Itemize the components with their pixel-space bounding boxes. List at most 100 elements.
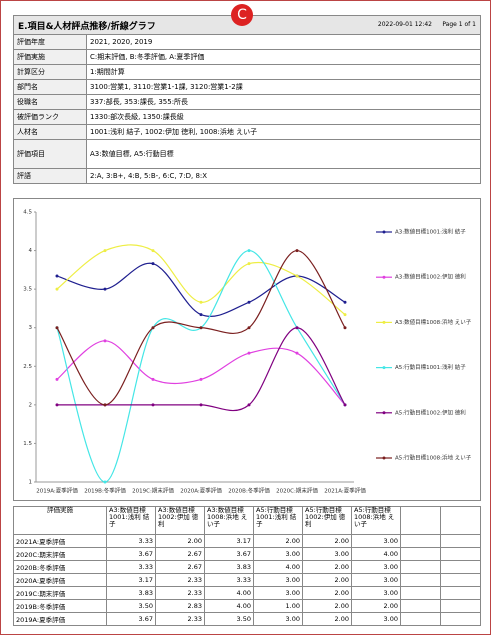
score-cell: 3.67 bbox=[106, 547, 156, 561]
point bbox=[343, 300, 347, 304]
series-line bbox=[56, 327, 346, 412]
score-cell: 3.00 bbox=[302, 547, 352, 561]
info-label: 評価項目 bbox=[13, 139, 87, 169]
point bbox=[199, 326, 203, 330]
x-tick-label: 2021A:夏季評価 bbox=[324, 487, 366, 495]
legend-label: A3:数値目標1001:浅利 結子 bbox=[395, 228, 466, 236]
point bbox=[343, 403, 347, 407]
point bbox=[295, 326, 299, 330]
info-value: 1001:浅利 結子, 1002:伊加 徳利, 1008:浜地 えい子 bbox=[86, 124, 481, 140]
score-cell: 2.00 bbox=[302, 560, 352, 574]
info-row: 人材名 1001:浅利 結子, 1002:伊加 徳利, 1008:浜地 えい子 bbox=[13, 124, 481, 140]
info-row: 部門名 3100:営業1, 3110:営業1-1課, 3120:営業1-2課 bbox=[13, 79, 481, 95]
empty-cell bbox=[400, 586, 441, 600]
empty-cell bbox=[440, 573, 481, 587]
info-value: C:期末評価, B:冬季評価, A:夏季評価 bbox=[86, 49, 481, 65]
point bbox=[199, 377, 203, 381]
score-cell: 2.00 bbox=[253, 534, 303, 548]
x-tick-label: 2019C:期末評価 bbox=[132, 487, 174, 495]
score-cell: 2.33 bbox=[155, 612, 205, 626]
empty-cell bbox=[400, 534, 441, 548]
info-label: 人材名 bbox=[13, 124, 87, 140]
info-label: 計算区分 bbox=[13, 64, 87, 80]
table-row: 2019A:夏季評価 3.67 2.33 3.50 3.00 2.00 3.00 bbox=[13, 612, 481, 626]
column-header: 評価実施 bbox=[13, 506, 107, 535]
column-header: A3:数値目標 1001:浅利 結子 bbox=[106, 506, 156, 535]
info-value: 3100:営業1, 3110:営業1-1課, 3120:営業1-2課 bbox=[86, 79, 481, 95]
score-cell: 3.50 bbox=[204, 612, 254, 626]
point bbox=[55, 287, 59, 291]
score-cell: 3.67 bbox=[106, 612, 156, 626]
table-row: 2020C:期末評価 3.67 2.67 3.67 3.00 3.00 4.00 bbox=[13, 547, 481, 561]
info-row: 評価項目 A3:数値目標, A5:行動目標 bbox=[13, 139, 481, 169]
score-cell: 3.33 bbox=[106, 534, 156, 548]
y-tick-label: 4 bbox=[29, 248, 33, 254]
score-cell: 3.00 bbox=[253, 612, 303, 626]
info-label: 評語 bbox=[13, 168, 87, 184]
score-cell: 3.50 bbox=[106, 599, 156, 613]
info-row: 評語 2:A, 3:B+, 4:B, 5:B-, 6:C, 7:D, 8:X bbox=[13, 168, 481, 184]
y-tick-label: 2.5 bbox=[23, 364, 32, 370]
table-row: 2019B:冬季評価 3.50 2.83 4.00 1.00 2.00 2.00 bbox=[13, 599, 481, 613]
x-tick-label: 2020A:夏季評価 bbox=[180, 487, 222, 495]
point bbox=[343, 313, 347, 317]
point bbox=[55, 326, 59, 330]
y-tick-label: 3 bbox=[29, 325, 33, 331]
row-label: 2019A:夏季評価 bbox=[13, 612, 107, 626]
point bbox=[247, 326, 251, 330]
x-tick-label: 2019A:夏季評価 bbox=[36, 487, 78, 495]
table-row: 2020A:夏季評価 3.17 2.33 3.33 3.00 2.00 3.00 bbox=[13, 573, 481, 587]
score-cell: 3.00 bbox=[351, 586, 401, 600]
legend-marker bbox=[382, 366, 386, 370]
score-table: 評価実施 A3:数値目標 1001:浅利 結子 A3:数値目標 1002:伊加 徳利… bbox=[13, 506, 481, 626]
x-tick-label: 2019B:冬季評価 bbox=[84, 487, 126, 495]
empty-cell bbox=[440, 586, 481, 600]
point bbox=[247, 262, 251, 266]
point bbox=[103, 287, 107, 291]
score-cell: 2.00 bbox=[302, 573, 352, 587]
score-cell: 2.33 bbox=[155, 586, 205, 600]
point bbox=[103, 249, 107, 253]
empty-header bbox=[440, 506, 481, 535]
y-tick-label: 3.5 bbox=[23, 287, 32, 293]
point bbox=[247, 351, 251, 355]
point bbox=[103, 480, 107, 484]
point bbox=[295, 249, 299, 253]
score-cell: 3.17 bbox=[204, 534, 254, 548]
info-row: 評価年度 2021, 2020, 2019 bbox=[13, 34, 481, 50]
report-title: E.項目&人材評点推移/折線グラフ bbox=[18, 22, 156, 32]
score-cell: 2.67 bbox=[155, 547, 205, 561]
score-cell: 2.00 bbox=[302, 612, 352, 626]
legend-marker bbox=[382, 275, 386, 279]
info-value: 337:部長, 353:課長, 355:所長 bbox=[86, 94, 481, 110]
info-row: 計算区分 1:期間計算 bbox=[13, 64, 481, 80]
page-number: Page 1 of 1 bbox=[442, 21, 476, 28]
score-cell: 2.00 bbox=[155, 534, 205, 548]
x-tick-label: 2020C:期末評価 bbox=[276, 487, 318, 495]
score-cell: 3.00 bbox=[253, 547, 303, 561]
info-value: 1330:部次長級, 1350:課長級 bbox=[86, 109, 481, 125]
empty-cell bbox=[440, 547, 481, 561]
legend-marker bbox=[382, 230, 386, 234]
score-cell: 3.17 bbox=[106, 573, 156, 587]
point bbox=[247, 403, 251, 407]
score-cell: 4.00 bbox=[253, 560, 303, 574]
series-line bbox=[56, 249, 346, 483]
legend-marker bbox=[382, 320, 386, 324]
empty-cell bbox=[440, 534, 481, 548]
point bbox=[343, 326, 347, 330]
point bbox=[199, 403, 203, 407]
score-cell: 4.00 bbox=[351, 547, 401, 561]
point bbox=[247, 300, 251, 304]
score-cell: 2.00 bbox=[302, 586, 352, 600]
legend-label: A3:数値目標1002:伊加 徳利 bbox=[395, 273, 466, 281]
y-tick-label: 1 bbox=[29, 480, 33, 486]
series-line bbox=[56, 262, 346, 317]
info-label: 評価年度 bbox=[13, 34, 87, 50]
empty-cell bbox=[400, 573, 441, 587]
point bbox=[151, 403, 155, 407]
table-row: 2021A:夏季評価 3.33 2.00 3.17 2.00 2.00 3.00 bbox=[13, 534, 481, 548]
empty-cell bbox=[440, 599, 481, 613]
y-tick-label: 2 bbox=[29, 402, 33, 408]
score-cell: 2.00 bbox=[351, 599, 401, 613]
